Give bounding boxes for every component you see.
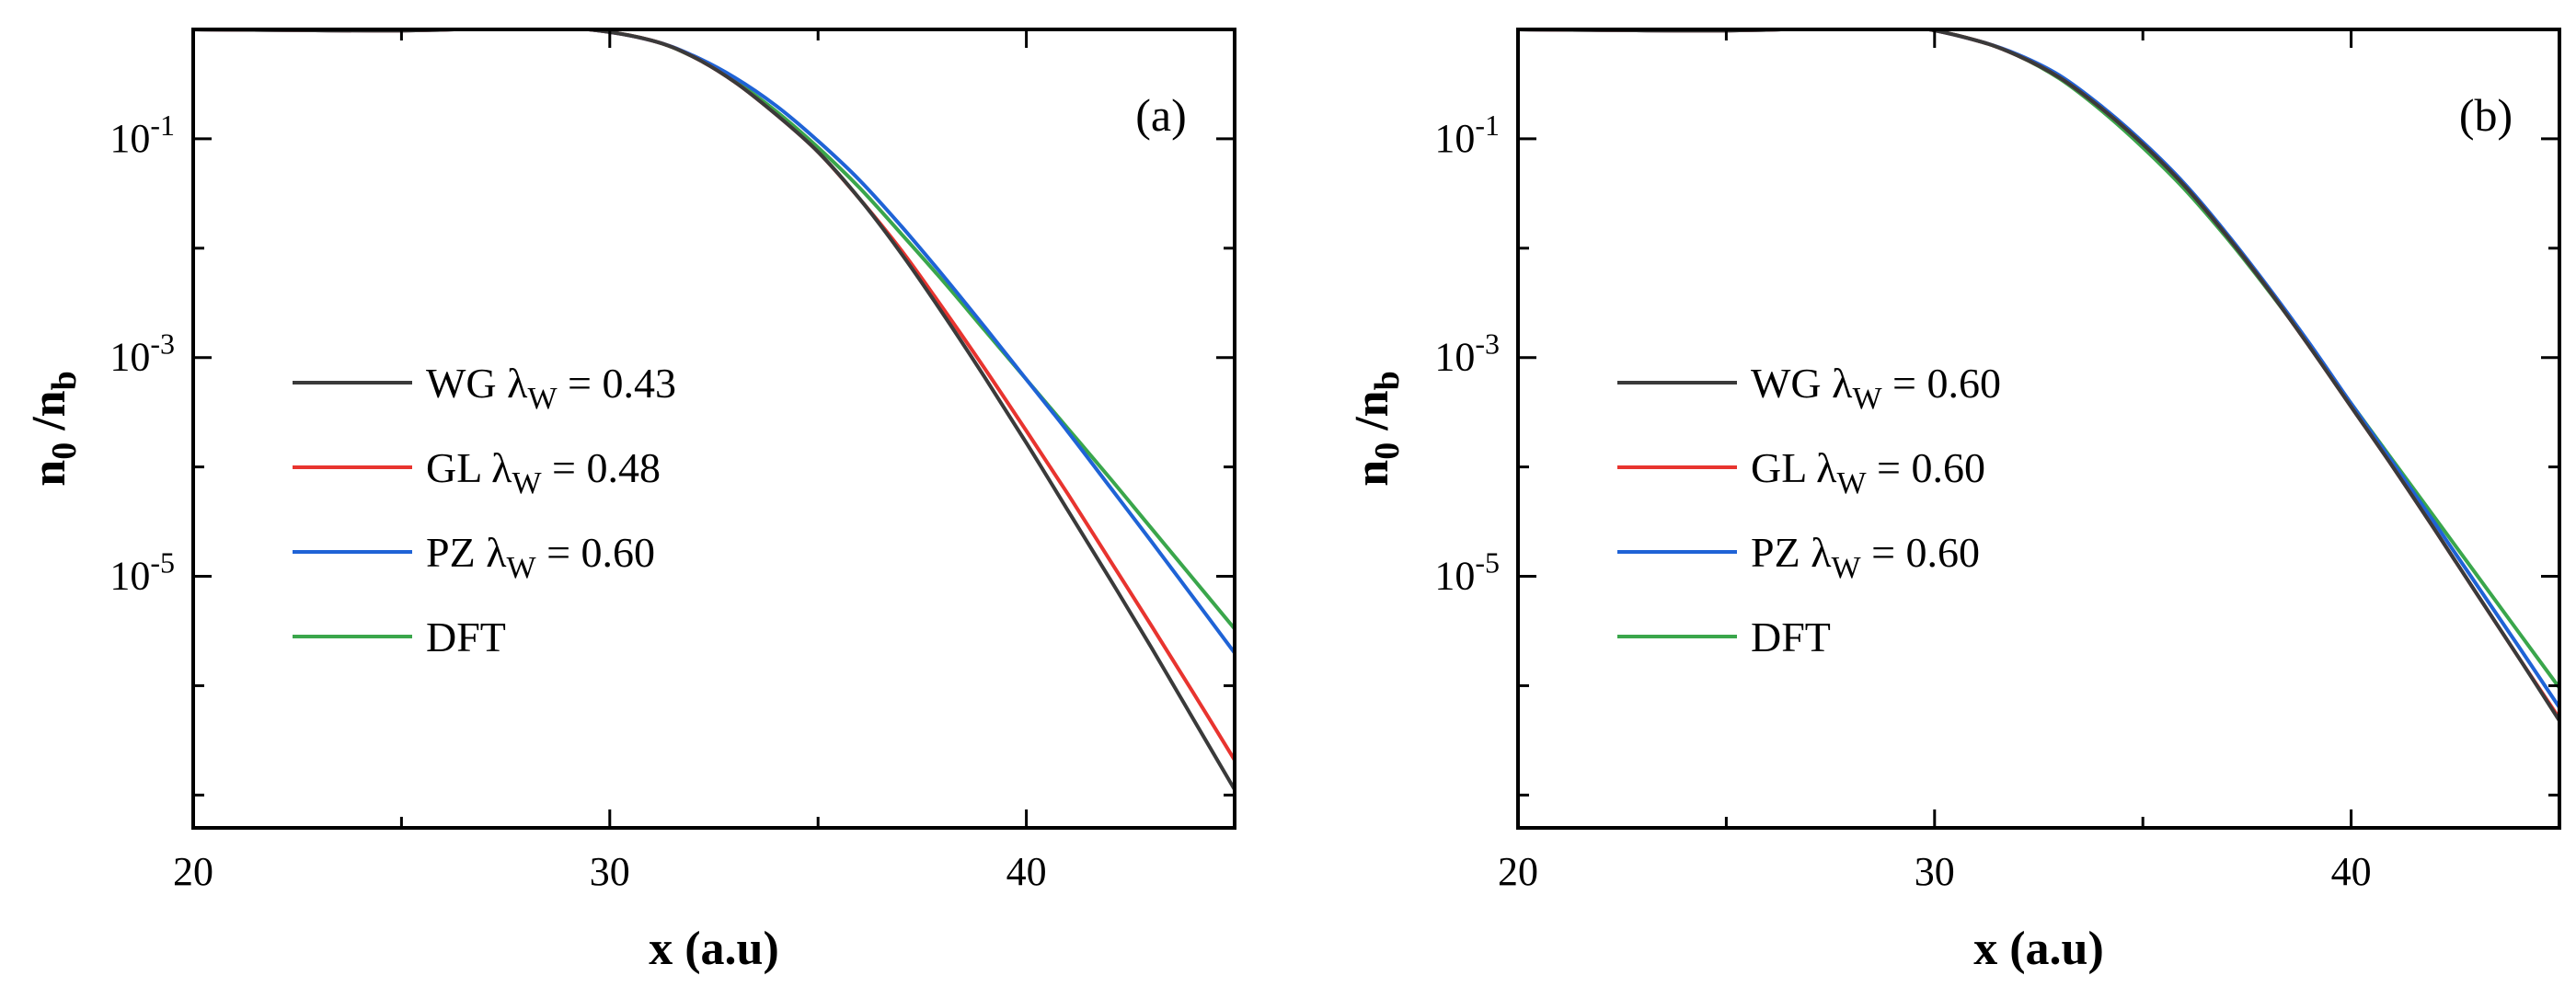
x-tick-label: 40 — [1006, 849, 1047, 894]
legend-label-pz: PZ λW = 0.60 — [426, 529, 655, 585]
y-tick-exponent: -5 — [150, 546, 175, 580]
y-axis-title: n0 /nb — [1346, 371, 1407, 486]
legend-name: WG — [1751, 360, 1822, 407]
legend-lambda-value: = 0.60 — [1867, 444, 1985, 491]
legend-lambda-value: = 0.60 — [1861, 529, 1980, 576]
legend-name: DFT — [426, 614, 506, 660]
series-line-dft — [1518, 29, 2559, 689]
series-line-pz — [1518, 29, 2559, 709]
legend-lambda-sub: W — [1852, 382, 1882, 416]
legend-name: WG — [426, 360, 497, 407]
y-tick-exponent: -3 — [1475, 327, 1500, 361]
y-tick-label: 10-1 — [1434, 109, 1500, 161]
series-line-dft — [193, 29, 1235, 630]
legend-lambda: λ — [1806, 444, 1838, 491]
legend-lambda: λ — [481, 444, 513, 491]
legend-label-gl: GL λW = 0.60 — [1751, 444, 1985, 500]
y-tick-base: 10 — [1434, 554, 1475, 599]
y-title-subb: b — [45, 371, 84, 390]
y-tick-label: 10-5 — [109, 546, 175, 599]
legend-name: GL — [426, 444, 481, 491]
legend-lambda: λ — [476, 529, 508, 576]
legend-lambda-sub: W — [527, 382, 558, 416]
legend-name: PZ — [426, 529, 476, 576]
y-title-slash-n: /n — [23, 390, 75, 442]
legend-lambda-sub: W — [1836, 466, 1867, 500]
x-tick-label: 40 — [2331, 849, 2372, 894]
legend-name: PZ — [1751, 529, 1800, 576]
legend-name: GL — [1751, 444, 1806, 491]
y-title-sub0: 0 — [1368, 442, 1407, 460]
x-tick-label: 20 — [1498, 849, 1538, 894]
y-tick-base: 10 — [109, 554, 150, 599]
y-title-subb: b — [1368, 371, 1407, 390]
legend-lambda-sub: W — [512, 466, 542, 500]
legend-label-wg: WG λW = 0.43 — [426, 360, 676, 416]
legend-lambda-sub: W — [507, 551, 537, 585]
legend-lambda: λ — [1800, 529, 1833, 576]
y-title-n: n — [1346, 460, 1398, 487]
series-line-gl — [1518, 29, 2559, 720]
legend-label-dft: DFT — [1751, 614, 1831, 660]
y-title-sub0: 0 — [45, 442, 84, 460]
plot-frame — [191, 28, 1236, 830]
legend-lambda-value: = 0.60 — [1882, 360, 2001, 407]
x-axis-title: x (a.u) — [649, 923, 779, 975]
y-title-n: n — [23, 460, 75, 487]
y-tick-exponent: -5 — [1475, 546, 1500, 580]
y-tick-exponent: -3 — [150, 327, 175, 361]
y-axis-title: n0 /nb — [23, 371, 84, 486]
y-tick-label: 10-3 — [1434, 327, 1500, 380]
legend-label-wg: WG λW = 0.60 — [1751, 360, 2001, 416]
y-title-slash-n: /n — [1346, 390, 1398, 442]
y-tick-base: 10 — [109, 335, 150, 380]
legend-lambda-sub: W — [1832, 551, 1862, 585]
series-line-pz — [193, 29, 1235, 654]
legend-label-pz: PZ λW = 0.60 — [1751, 529, 1980, 585]
panel-label: (b) — [2459, 89, 2513, 141]
y-tick-base: 10 — [109, 116, 150, 161]
legend-name: DFT — [1751, 614, 1831, 660]
plot-frame — [1516, 28, 2561, 830]
legend-label-dft: DFT — [426, 614, 506, 660]
x-axis-title: x (a.u) — [1973, 923, 2104, 975]
x-tick-label: 30 — [1915, 849, 1955, 894]
y-tick-label: 10-1 — [109, 109, 175, 161]
y-tick-exponent: -1 — [150, 109, 175, 142]
y-tick-label: 10-3 — [109, 327, 175, 380]
x-tick-label: 20 — [173, 849, 213, 894]
legend-lambda-value: = 0.43 — [558, 360, 676, 407]
legend-lambda: λ — [497, 360, 529, 407]
y-tick-label: 10-5 — [1434, 546, 1500, 599]
legend-label-gl: GL λW = 0.48 — [426, 444, 661, 500]
series-group — [1518, 29, 2559, 722]
series-line-wg — [193, 29, 1235, 791]
series-line-wg — [1518, 29, 2559, 722]
legend-lambda-value: = 0.48 — [542, 444, 661, 491]
y-tick-base: 10 — [1434, 116, 1475, 161]
y-tick-base: 10 — [1434, 335, 1475, 380]
legend-lambda: λ — [1822, 360, 1854, 407]
y-tick-exponent: -1 — [1475, 109, 1500, 142]
panel-label: (a) — [1135, 89, 1187, 141]
series-group — [193, 29, 1235, 791]
x-tick-label: 30 — [590, 849, 630, 894]
series-line-gl — [193, 29, 1235, 762]
legend-lambda-value: = 0.60 — [536, 529, 655, 576]
